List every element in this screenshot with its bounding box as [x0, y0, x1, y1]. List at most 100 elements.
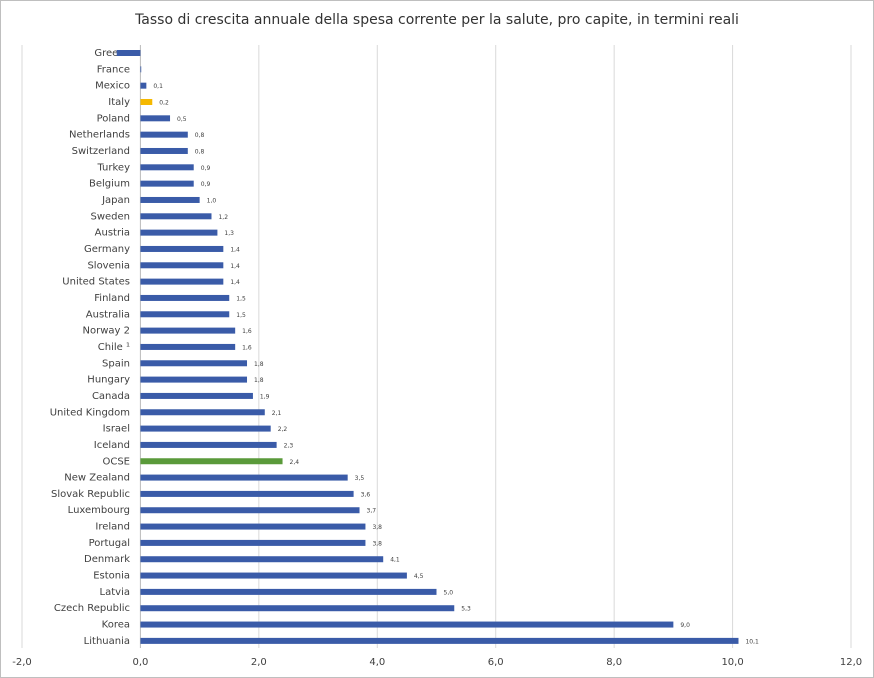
value-label: 1,5	[236, 312, 246, 319]
bar	[140, 523, 366, 530]
bar	[140, 229, 218, 236]
bar	[140, 490, 354, 497]
y-tick-label: Luxembourg	[68, 505, 130, 516]
value-label: 3,8	[372, 540, 382, 547]
value-label: 2,4	[290, 459, 300, 466]
y-tick-label: Latvia	[100, 587, 130, 598]
value-label: 1,3	[224, 230, 234, 237]
y-tick-label: Germany	[84, 244, 130, 255]
value-label: 1,9	[260, 393, 270, 400]
bar	[140, 98, 153, 105]
bar	[140, 66, 142, 73]
value-label: 1,8	[254, 377, 264, 384]
y-tick-label: Chile ¹	[98, 342, 130, 353]
y-tick-label: France	[97, 64, 130, 75]
y-tick-label: United States	[62, 277, 130, 288]
bar	[140, 441, 277, 448]
x-tick-label: 4,0	[369, 657, 385, 668]
x-tick-label: 6,0	[488, 657, 504, 668]
value-label: 4,5	[414, 573, 424, 580]
value-label: 9,0	[680, 622, 690, 629]
bar	[140, 213, 212, 220]
bar	[140, 311, 230, 318]
y-tick-label: Spain	[102, 358, 130, 369]
bar	[140, 425, 271, 432]
y-tick-label: Finland	[94, 293, 130, 304]
value-label: 0,8	[195, 132, 205, 139]
y-tick-label: Belgium	[89, 179, 130, 190]
y-tick-label: Netherlands	[69, 130, 130, 141]
chart-title: Tasso di crescita annuale della spesa co…	[134, 12, 739, 28]
value-label: 0,8	[195, 148, 205, 155]
y-tick-label: Estonia	[93, 571, 130, 582]
value-label: 4,1	[390, 557, 400, 564]
value-label: 5,3	[461, 606, 471, 613]
y-tick-label: New Zealand	[64, 473, 130, 484]
x-tick-label: 10,0	[721, 657, 743, 668]
bar	[140, 196, 200, 203]
y-tick-label: Switzerland	[72, 146, 130, 157]
y-tick-label: Denmark	[84, 554, 130, 565]
x-tick-label: 2,0	[251, 657, 267, 668]
y-tick-label: Ireland	[95, 522, 130, 533]
y-tick-label: OCSE	[102, 456, 130, 467]
y-tick-label: Poland	[97, 113, 130, 124]
y-tick-label: Japan	[101, 195, 130, 206]
value-label: 10,1	[745, 638, 759, 645]
bar	[140, 392, 253, 399]
bar	[140, 82, 147, 89]
value-label: 3,6	[361, 491, 371, 498]
bar	[140, 115, 171, 122]
value-label: 0,9	[201, 181, 211, 188]
value-label: 0,5	[177, 116, 187, 123]
value-label: 3,5	[355, 475, 365, 482]
value-label: 1,4	[230, 263, 240, 270]
x-tick-label: 0,0	[132, 657, 148, 668]
y-tick-label: Israel	[103, 424, 130, 435]
bar	[140, 409, 265, 416]
bar	[140, 147, 188, 154]
bar	[140, 245, 224, 252]
bar	[140, 262, 224, 269]
value-label: 1,6	[242, 328, 252, 335]
y-tick-label: Sweden	[90, 211, 130, 222]
value-label: 1,8	[254, 361, 264, 368]
y-tick-label: Turkey	[96, 162, 130, 173]
bar	[140, 556, 384, 563]
y-tick-label: Slovak Republic	[51, 489, 130, 500]
bar	[140, 343, 236, 350]
y-tick-label: Iceland	[94, 440, 130, 451]
x-tick-label: 12,0	[840, 657, 862, 668]
bar	[140, 474, 348, 481]
bar	[140, 572, 407, 579]
y-tick-label: Norway 2	[83, 326, 130, 337]
value-label: 3,7	[367, 508, 377, 515]
value-label: 0,9	[201, 165, 211, 172]
y-tick-label: Slovenia	[87, 260, 130, 271]
value-label: 1,4	[230, 279, 240, 286]
y-tick-label: Portugal	[89, 538, 130, 549]
value-label: 2,3	[284, 442, 294, 449]
x-tick-label: 8,0	[606, 657, 622, 668]
y-tick-label: Austria	[95, 228, 130, 239]
y-tick-label: Greece	[94, 48, 130, 59]
bar	[140, 458, 283, 465]
bar	[140, 294, 230, 301]
bar	[140, 588, 437, 595]
value-label: 1,6	[242, 344, 252, 351]
x-tick-label: -2,0	[12, 657, 32, 668]
value-label: 1,5	[236, 295, 246, 302]
value-label: 1,0	[207, 197, 217, 204]
bar	[140, 131, 188, 138]
y-tick-label: Czech Republic	[54, 603, 130, 614]
y-tick-label: Hungary	[87, 375, 130, 386]
bar	[140, 539, 366, 546]
bar	[140, 360, 248, 367]
bar	[140, 278, 224, 285]
y-tick-label: Canada	[92, 391, 130, 402]
value-label: 2,2	[278, 426, 288, 433]
bar	[140, 507, 360, 514]
bar	[140, 327, 236, 334]
